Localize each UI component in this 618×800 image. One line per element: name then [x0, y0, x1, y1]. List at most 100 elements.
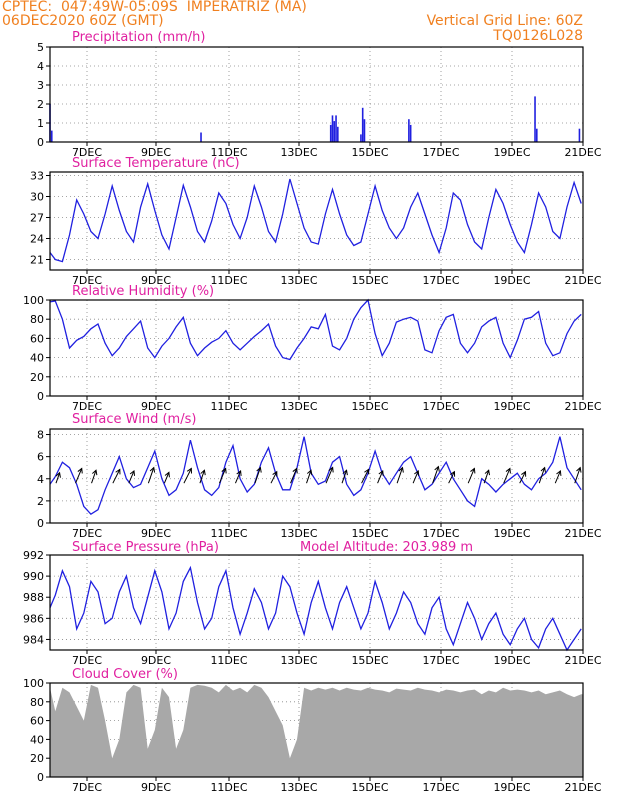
wind-arrows — [55, 465, 582, 484]
x-tick-label: 21DEC — [564, 654, 601, 667]
wind-arrow-head — [55, 471, 61, 478]
precip-bar — [361, 107, 364, 142]
wind-arrow — [467, 468, 475, 484]
wind-arrow-head — [576, 466, 582, 473]
wind-arrow — [448, 471, 455, 484]
y-tick-label: 30 — [30, 191, 44, 204]
x-tick-label: 17DEC — [422, 146, 459, 159]
x-tick-label: 15DEC — [351, 527, 388, 540]
wind-arrow — [519, 471, 526, 484]
x-tick-label: 9DEC — [141, 400, 171, 413]
x-tick-label: 21DEC — [564, 274, 601, 287]
x-tick-label: 13DEC — [280, 654, 317, 667]
x-tick-label: 19DEC — [493, 654, 530, 667]
wind-arrow — [306, 470, 312, 484]
y-tick-label: 80 — [30, 696, 44, 709]
y-tick-label: 40 — [30, 733, 44, 746]
wind-arrow — [55, 472, 61, 484]
wind-arrow-head — [236, 469, 242, 476]
wind-arrow-head — [129, 469, 136, 476]
wind-arrow-head — [414, 469, 420, 476]
y-tick-label: 21 — [30, 254, 44, 267]
y-tick-label: 33 — [30, 170, 44, 183]
x-tick-label: 11DEC — [210, 527, 247, 540]
series-line — [49, 298, 582, 361]
y-tick-label: 3 — [37, 79, 44, 92]
cloud-area — [50, 684, 583, 777]
wind-arrow-head — [164, 471, 170, 478]
y-tick-label: 988 — [23, 591, 44, 604]
wind-arrow-head — [556, 469, 562, 476]
panel-annotation: Model Altitude: 203.989 m — [300, 540, 473, 555]
precip-bar — [408, 119, 410, 142]
wind-arrow — [234, 470, 242, 484]
panel-frame — [49, 428, 584, 524]
y-tick-label: 100 — [23, 677, 44, 690]
wind-arrow-head — [364, 468, 370, 475]
x-tick-label: 15DEC — [351, 781, 388, 794]
x-tick-label: 21DEC — [564, 146, 601, 159]
x-tick-label: 21DEC — [564, 527, 601, 540]
panel-title: Precipitation (mm/h) — [72, 30, 205, 45]
wind-arrow-head — [186, 467, 192, 474]
precip-bar — [337, 126, 339, 142]
wind-arrow — [554, 470, 561, 484]
y-tick-label: 4 — [37, 60, 44, 73]
y-tick-label: 992 — [23, 549, 44, 562]
wind-arrow — [75, 468, 83, 484]
precip-bar — [578, 128, 581, 142]
y-tick-label: 8 — [37, 429, 44, 442]
x-tick-label: 17DEC — [422, 654, 459, 667]
precip-bar — [331, 115, 334, 142]
x-tick-label: 7DEC — [72, 146, 102, 159]
x-tick-label: 11DEC — [210, 781, 247, 794]
wind-arrow — [270, 471, 278, 484]
panel-title: Relative Humidity (%) — [72, 284, 214, 299]
wind-arrow — [290, 468, 298, 484]
panel-title: Surface Temperature (nC) — [72, 156, 240, 171]
panel-frame — [49, 554, 584, 651]
x-tick-label: 7DEC — [72, 400, 102, 413]
x-tick-label: 13DEC — [280, 527, 317, 540]
y-tick-label: 100 — [23, 294, 44, 307]
wind-arrow — [199, 470, 205, 484]
wind-arrow-head — [378, 469, 384, 476]
x-tick-label: 9DEC — [141, 527, 171, 540]
wind-arrow — [325, 467, 334, 484]
grid-line-note: Vertical Grid Line: 60Z — [426, 13, 583, 29]
y-tick-label: 27 — [30, 212, 44, 225]
wind-arrow-head — [77, 467, 83, 474]
x-tick-label: 17DEC — [422, 274, 459, 287]
x-tick-label: 15DEC — [351, 654, 388, 667]
wind-arrow — [218, 468, 227, 484]
panel-frame — [49, 299, 584, 397]
x-tick-label: 13DEC — [280, 400, 317, 413]
precip-bar — [50, 130, 53, 142]
wind-arrow-head — [328, 466, 334, 473]
x-tick-label: 17DEC — [422, 781, 459, 794]
precip-bar — [200, 132, 202, 142]
y-tick-label: 80 — [30, 313, 44, 326]
series-line — [49, 565, 582, 652]
wind-arrow — [112, 469, 121, 484]
series-line — [49, 178, 582, 263]
wind-arrow-head — [505, 467, 511, 474]
precip-bar — [536, 128, 538, 142]
x-tick-label: 9DEC — [141, 146, 171, 159]
x-tick-label: 11DEC — [210, 146, 247, 159]
run-date: 06DEC2020 60Z (GMT) — [2, 13, 164, 29]
wind-arrow — [538, 467, 546, 484]
wind-arrow — [163, 472, 170, 484]
wind-arrow — [183, 468, 192, 484]
x-tick-label: 9DEC — [141, 781, 171, 794]
wind-arrow — [574, 467, 581, 484]
y-tick-label: 20 — [30, 371, 44, 384]
x-tick-label: 19DEC — [493, 400, 530, 413]
wind-arrow-head — [149, 466, 156, 473]
wind-arrow-head — [91, 469, 98, 476]
wind-arrow-head — [292, 467, 298, 474]
panel-title: Cloud Cover (%) — [72, 667, 178, 682]
x-tick-label: 13DEC — [280, 146, 317, 159]
x-tick-label: 7DEC — [72, 274, 102, 287]
x-tick-label: 11DEC — [210, 654, 247, 667]
